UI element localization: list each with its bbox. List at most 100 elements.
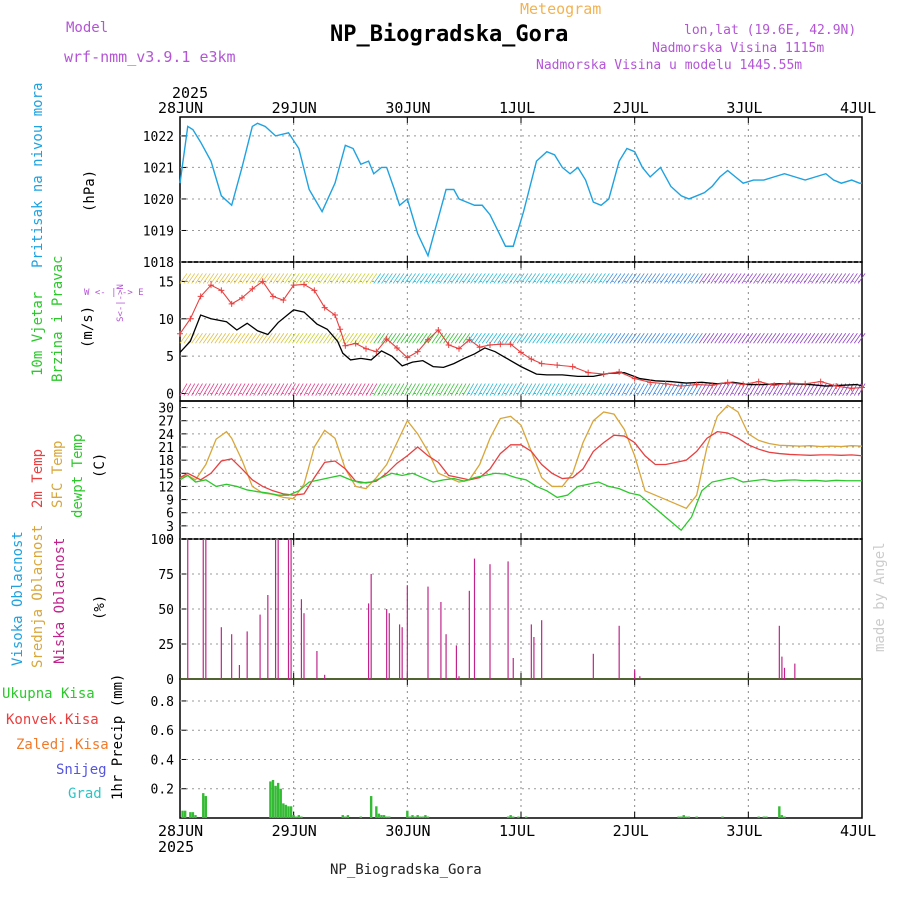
wind-barb xyxy=(582,383,591,396)
legend-snow: Snijeg xyxy=(56,762,107,778)
wind-barb xyxy=(830,332,839,344)
wind-barb xyxy=(656,383,664,396)
wind-barb xyxy=(563,332,571,344)
wind-gust-marker xyxy=(363,345,369,352)
wind-barb xyxy=(749,332,757,344)
wind-barb xyxy=(214,332,223,344)
wind-barb xyxy=(481,332,490,344)
wind-barb xyxy=(377,383,385,396)
wind-barb xyxy=(230,383,238,396)
wind-barb xyxy=(326,273,335,284)
wind-barb xyxy=(729,273,738,284)
wind-barb xyxy=(292,383,300,396)
precip-bar xyxy=(341,815,344,818)
wind-barb xyxy=(536,332,544,344)
wind-gust-marker xyxy=(425,336,431,343)
wind-barb xyxy=(199,383,207,396)
wind-barb xyxy=(729,383,738,396)
wind-barb xyxy=(648,332,657,344)
wind-barb xyxy=(323,273,331,284)
wind-barb xyxy=(408,273,416,284)
wind-barb xyxy=(718,383,726,396)
wind-barb xyxy=(784,383,792,396)
wind-barb xyxy=(311,383,320,396)
wind-barb xyxy=(733,383,742,396)
elevation: Nadmorska Visina 1115m xyxy=(652,41,825,56)
precip-bar xyxy=(424,815,427,818)
wind-barb xyxy=(644,332,653,344)
wind-barb xyxy=(520,383,529,396)
wind-barb xyxy=(671,273,680,284)
wind-barb xyxy=(245,273,254,284)
wind-barb xyxy=(350,332,358,344)
wind-barb xyxy=(412,273,420,284)
wind-barb xyxy=(412,383,420,396)
wind-barb xyxy=(722,273,730,284)
wind-barb xyxy=(346,383,354,396)
wind-barb xyxy=(625,383,633,396)
wind-barb xyxy=(435,383,444,396)
wind-gust-marker xyxy=(507,341,514,348)
wind-barb xyxy=(516,332,525,344)
wind-barb xyxy=(377,273,385,284)
wind-barb xyxy=(741,332,750,344)
wind-barb xyxy=(598,273,606,284)
wind-barb xyxy=(571,273,579,284)
wind-barb xyxy=(505,273,513,284)
wind-barb xyxy=(528,273,537,284)
wind-barb xyxy=(237,273,246,284)
wind-barb xyxy=(803,332,812,344)
wind-barb xyxy=(644,273,653,284)
wind-barb xyxy=(400,332,409,344)
date-label-bottom: 4JUL xyxy=(840,822,877,840)
precip-bar xyxy=(295,816,298,818)
wind-barb xyxy=(726,332,734,344)
wind-barb xyxy=(470,383,478,396)
wind-barb xyxy=(768,273,777,284)
wind-barb xyxy=(447,332,455,344)
wind-barb xyxy=(470,273,478,284)
wind-barb xyxy=(226,332,234,344)
wind-barb xyxy=(714,273,723,284)
compass-we: W <- | -> E xyxy=(84,288,144,298)
wind-barb xyxy=(664,273,672,284)
wind-barb xyxy=(416,332,424,344)
wind-barb xyxy=(412,332,420,344)
wind-barb xyxy=(718,332,726,344)
precip-bar xyxy=(279,788,282,818)
wind-barb xyxy=(365,273,374,284)
wind-gust-marker xyxy=(249,285,256,292)
wind-barb xyxy=(481,273,490,284)
wind-barb xyxy=(633,273,641,284)
wind-barb xyxy=(276,273,285,284)
wind-barb xyxy=(272,273,281,284)
wind-barb xyxy=(431,332,440,344)
wind-barb xyxy=(621,383,630,396)
wind-gust-marker xyxy=(290,282,297,289)
wind-barb xyxy=(617,383,626,396)
wind-barb xyxy=(532,383,540,396)
wind-barb xyxy=(334,383,343,396)
wind-barb xyxy=(346,332,354,344)
wind-barb xyxy=(822,273,831,284)
wind-barb xyxy=(691,273,699,284)
wind-barb xyxy=(745,383,754,396)
wind-barb xyxy=(598,332,606,344)
wind-barb xyxy=(416,273,424,284)
wind-barb xyxy=(540,273,548,284)
precip-bar xyxy=(269,781,272,818)
wind-barb xyxy=(605,332,614,344)
wind-gust-marker xyxy=(600,371,607,378)
wind-barb xyxy=(388,383,397,396)
wind-barb xyxy=(578,332,587,344)
wind-barb xyxy=(299,273,308,284)
wind-barb xyxy=(857,273,866,284)
wind-barb xyxy=(543,383,552,396)
wind-barb xyxy=(268,332,277,344)
wind-barb xyxy=(253,383,261,396)
wind-barb xyxy=(811,273,819,284)
wind-barb xyxy=(466,383,475,396)
wind-barb xyxy=(288,273,296,284)
precip-bar xyxy=(524,816,528,818)
wind-barb xyxy=(419,383,428,396)
